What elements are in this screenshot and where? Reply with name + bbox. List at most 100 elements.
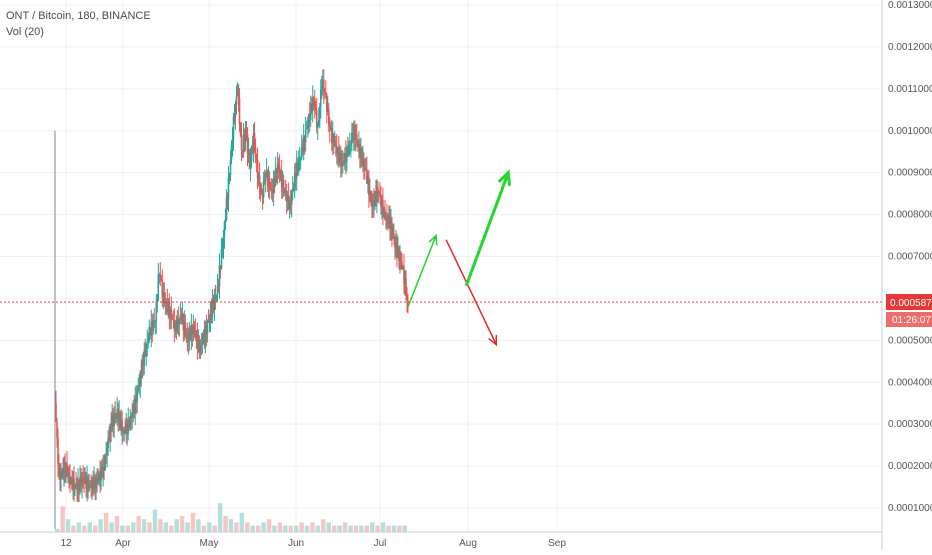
forecast-arrow-green[interactable] xyxy=(407,235,437,308)
forecast-arrows xyxy=(407,169,511,347)
candle-body xyxy=(242,135,245,153)
candle-body xyxy=(258,175,261,187)
volume-bar xyxy=(234,522,239,532)
candle-body xyxy=(192,325,195,335)
candle-body xyxy=(280,171,283,188)
candle-body xyxy=(263,180,266,182)
candle-body xyxy=(378,192,380,194)
candle-body xyxy=(156,300,159,303)
candle-body xyxy=(304,128,307,143)
candle-body xyxy=(251,146,254,152)
candle-body xyxy=(358,143,360,147)
candle-body xyxy=(344,152,346,164)
last-price-value: 0.0005873 xyxy=(890,298,932,309)
forecast-arrow-green[interactable] xyxy=(464,172,510,287)
candle-body xyxy=(276,163,279,173)
candle-body xyxy=(362,158,364,165)
candle-body xyxy=(295,163,298,179)
candle-body xyxy=(205,325,208,334)
candle-body xyxy=(164,302,167,304)
candle-body xyxy=(210,310,213,317)
volume-bar xyxy=(337,525,342,532)
bar-countdown: 01:26:07 xyxy=(892,315,931,326)
candle-body xyxy=(401,261,403,269)
candle-body xyxy=(393,233,395,239)
candle-body xyxy=(327,108,330,126)
candle-body xyxy=(67,473,69,476)
candle-body xyxy=(199,343,202,354)
candle-body xyxy=(352,133,354,141)
candle-body xyxy=(387,216,389,225)
candle-body xyxy=(281,179,284,188)
candle-body xyxy=(70,477,72,485)
candle-body xyxy=(330,127,333,143)
candle-body xyxy=(289,200,292,206)
candle-body xyxy=(383,209,385,217)
candle-body xyxy=(388,215,390,225)
candle-body xyxy=(195,333,198,338)
candle-body xyxy=(216,286,219,295)
volume-bar xyxy=(293,525,299,532)
time-axis[interactable]: 12 Apr May Jun Jul Aug Sep xyxy=(60,538,566,549)
candle-body xyxy=(360,148,362,158)
candle-body xyxy=(272,177,275,194)
candle-body xyxy=(311,97,314,112)
candle-body xyxy=(219,265,222,269)
candle-body xyxy=(376,187,378,202)
candle-body xyxy=(349,144,351,146)
candle-body xyxy=(339,152,341,163)
candle-body xyxy=(343,161,345,164)
candle-body xyxy=(151,321,154,331)
candle-body xyxy=(323,91,326,93)
candle-body xyxy=(190,326,193,341)
volume-bar xyxy=(321,519,326,532)
time-tick-label: Sep xyxy=(548,538,566,549)
forecast-arrow-red[interactable] xyxy=(445,239,497,345)
volume-bar xyxy=(288,525,293,532)
time-tick-label: Aug xyxy=(459,538,477,549)
candle-body xyxy=(170,308,173,320)
candle-body xyxy=(341,162,343,166)
candle-body xyxy=(183,322,186,330)
candle-body xyxy=(62,470,64,475)
candle-body xyxy=(171,319,174,321)
candle-body xyxy=(188,330,191,342)
volume-legend[interactable]: Vol (20) xyxy=(6,26,44,38)
candle-body xyxy=(110,423,112,431)
candle-body xyxy=(391,221,393,236)
price-tick-label: 0.0002000 xyxy=(888,461,932,472)
candle-body xyxy=(364,167,366,171)
candle-body xyxy=(278,166,281,177)
time-tick-label: Jul xyxy=(374,538,387,549)
volume-bar xyxy=(348,525,353,532)
volume-bar xyxy=(359,525,364,532)
volume-bar xyxy=(342,522,348,532)
symbol-legend[interactable]: ONT / Bitcoin, 180, BINANCE xyxy=(6,10,151,22)
candle-body xyxy=(169,308,172,318)
candle-body xyxy=(149,327,152,336)
candle-body xyxy=(266,169,269,186)
candle-body xyxy=(386,216,388,218)
candle-body xyxy=(148,327,151,340)
candle-body xyxy=(283,190,286,194)
candle-body xyxy=(307,114,310,125)
price-axis[interactable]: 0.0013000 0.0012000 0.0011000 0.0010000 0.00… xyxy=(888,0,932,514)
candle-body xyxy=(88,484,90,491)
candle-body xyxy=(141,360,144,379)
volume-bar xyxy=(147,522,152,532)
volume-bar xyxy=(212,525,217,532)
candle-body xyxy=(227,178,230,200)
candle-body xyxy=(200,343,203,344)
candle-body xyxy=(77,480,79,491)
candle-body xyxy=(400,257,402,262)
volume-bar xyxy=(326,522,331,532)
candle-body xyxy=(132,404,135,418)
candle-body xyxy=(154,321,157,323)
candle-body xyxy=(324,92,327,95)
candle-body xyxy=(186,334,189,339)
candle-body xyxy=(217,286,220,287)
candle-body xyxy=(301,146,304,153)
candle-body xyxy=(255,157,258,161)
